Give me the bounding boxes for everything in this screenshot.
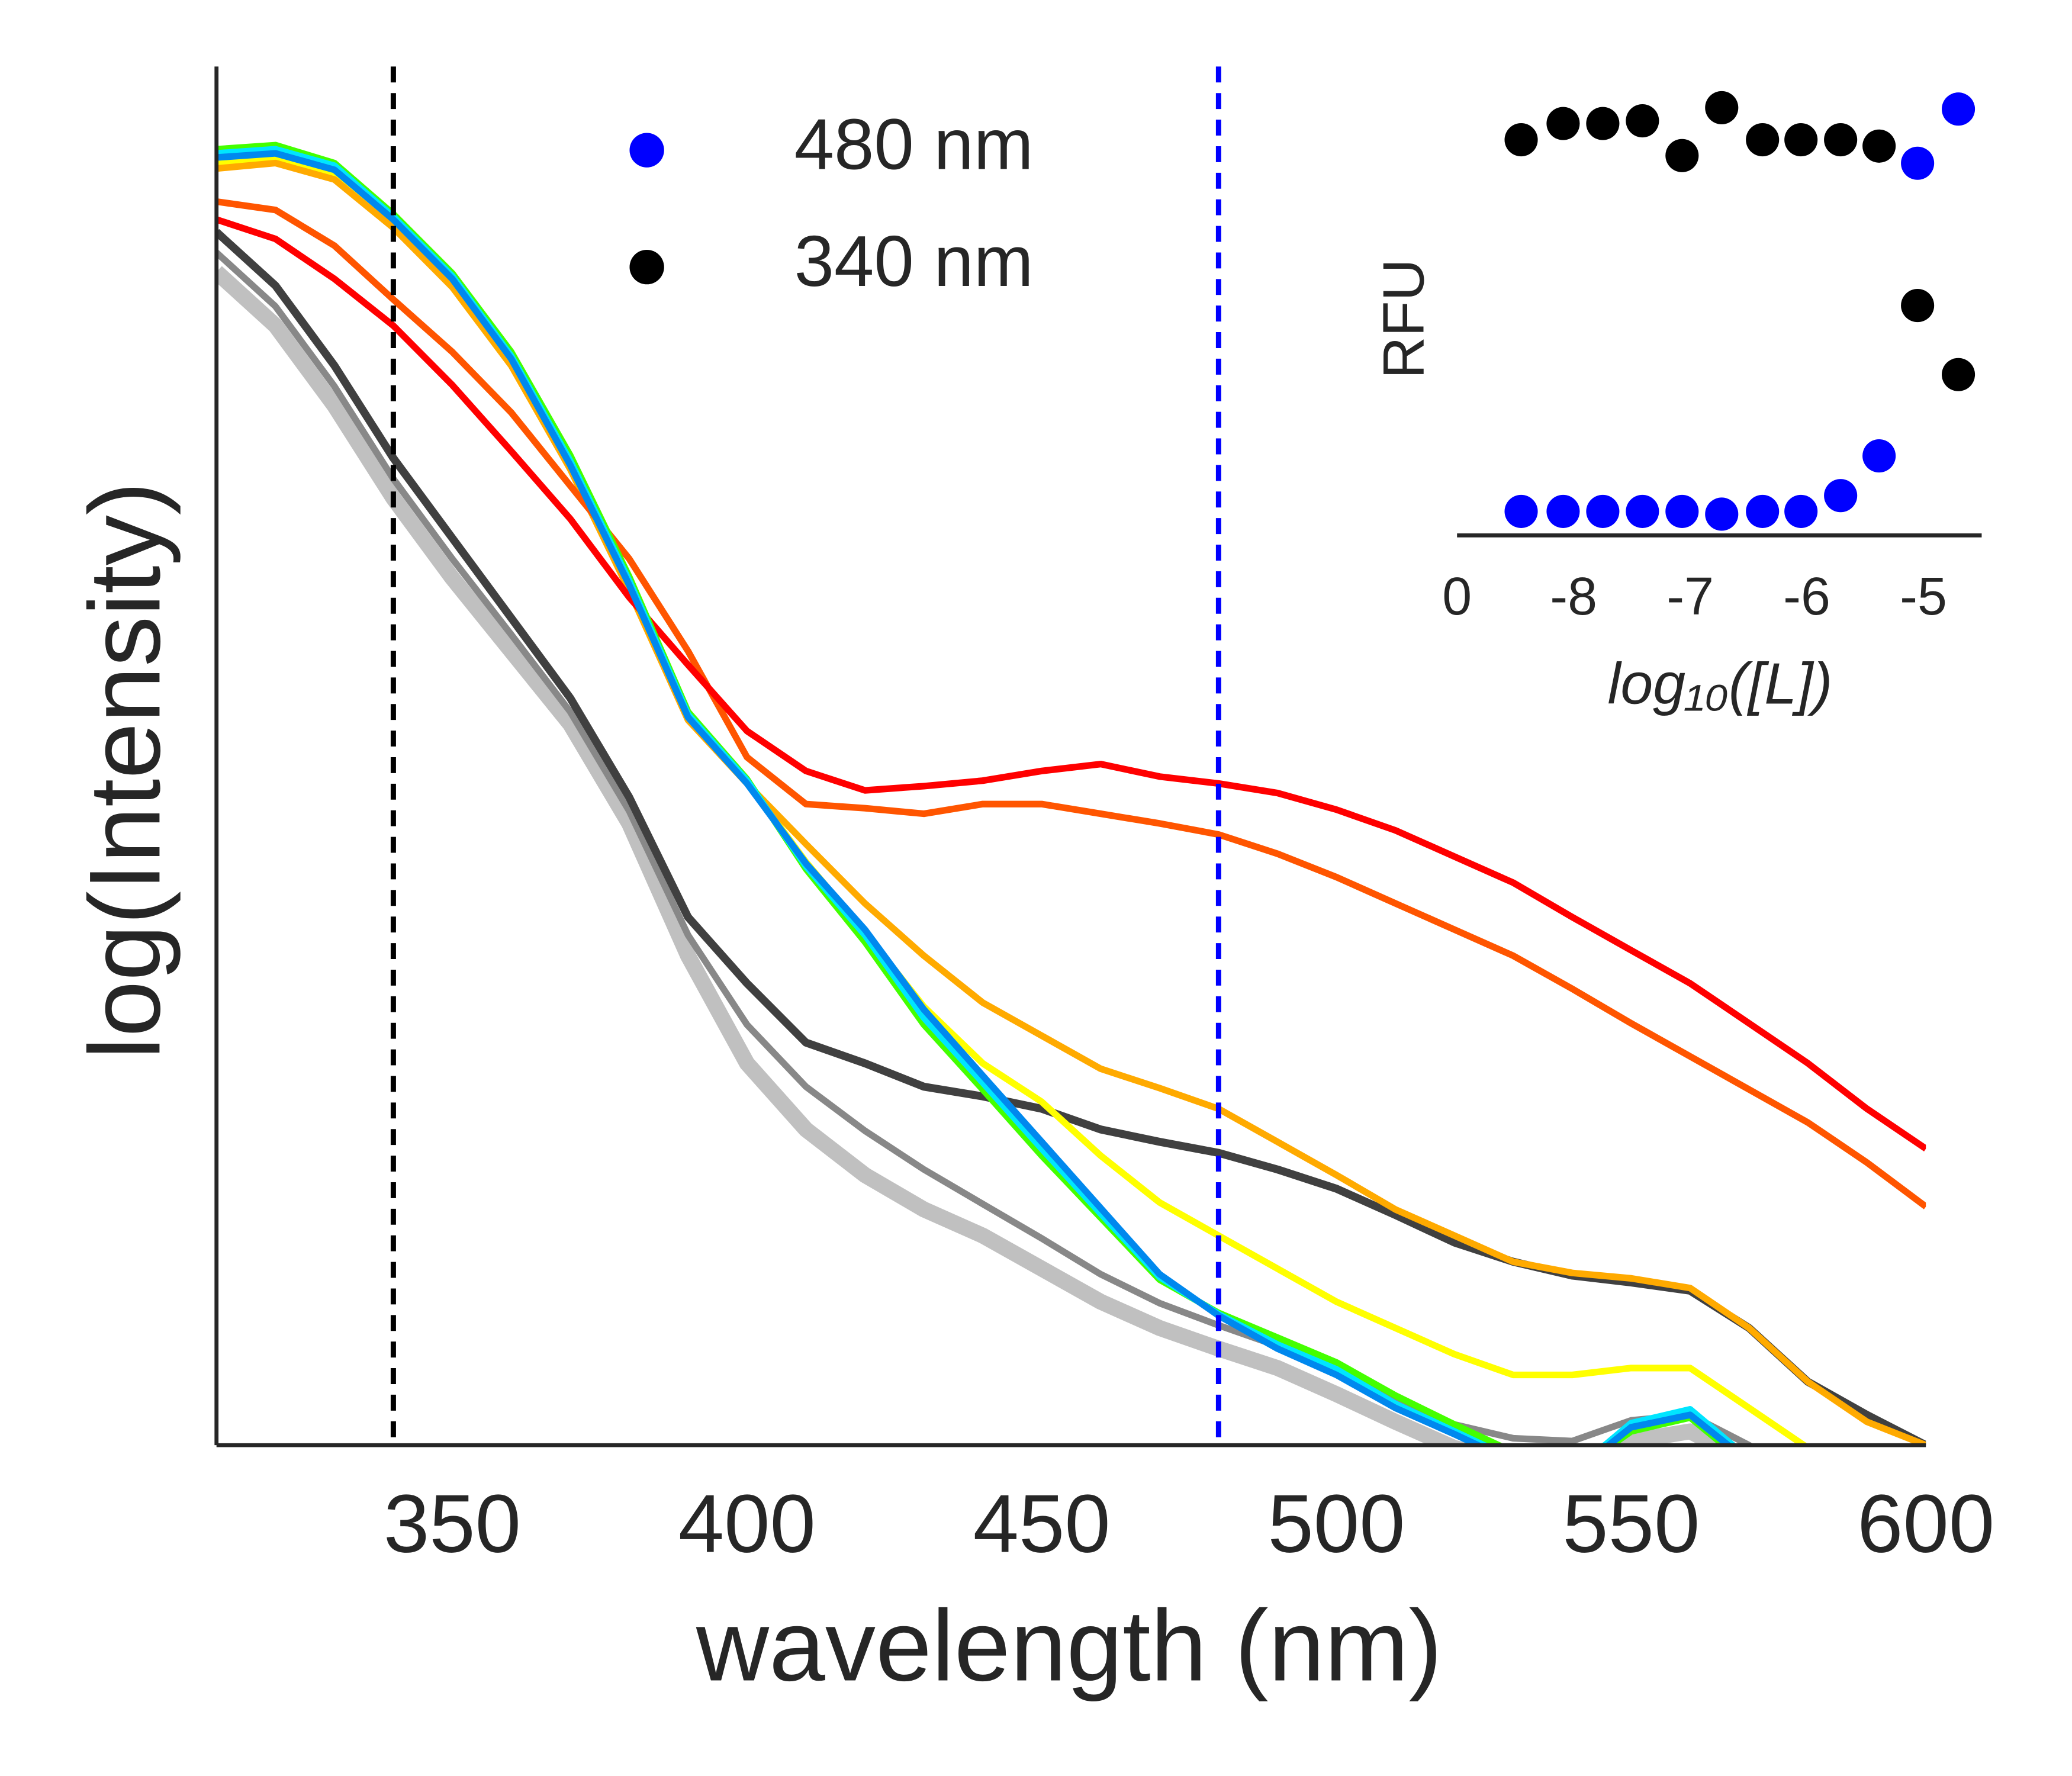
data-point [1546, 107, 1580, 140]
inset-x-tick-label: -8 [1550, 567, 1597, 626]
inset-x-tick-label: -5 [1900, 567, 1947, 626]
data-point [1824, 479, 1858, 513]
inset-y-label: RFU [1370, 259, 1436, 379]
spectrum-line [216, 198, 1926, 1209]
spectrum-line [216, 266, 1735, 1446]
inset-x-tick-label: -7 [1666, 567, 1714, 626]
data-point [1901, 146, 1935, 180]
data-point [1504, 494, 1538, 528]
legend-label: 340 nm [794, 221, 1034, 301]
data-point [1586, 494, 1620, 528]
data-point [1665, 139, 1699, 172]
data-point [1504, 123, 1538, 157]
data-point [1626, 104, 1659, 138]
spectrum-line [216, 216, 1926, 1152]
data-point [1862, 129, 1896, 163]
data-point [1942, 92, 1976, 126]
x-axis-label: wavelength (nm) [696, 1590, 1442, 1702]
data-point [1784, 123, 1818, 157]
x-tick-label: 500 [1267, 1478, 1405, 1570]
spectrum-line [216, 229, 1926, 1446]
inset-x-tick-label: -6 [1783, 567, 1830, 626]
inset-x-tick-label: 0 [1442, 567, 1472, 626]
x-tick-label: 600 [1857, 1478, 1994, 1570]
y-axis-label: log(Intensity) [69, 481, 181, 1059]
x-tick-label: 550 [1562, 1478, 1700, 1570]
data-point [1746, 123, 1780, 157]
data-point [1824, 123, 1858, 157]
plot-area [216, 141, 1926, 1446]
data-point [1626, 494, 1659, 528]
x-tick-label: 350 [384, 1478, 521, 1570]
x-tick-label: 450 [973, 1478, 1111, 1570]
spectrum-line [216, 150, 1734, 1446]
legend-marker [629, 249, 664, 285]
inset-x-label: log₁₀([L]) [1607, 651, 1832, 716]
data-point [1665, 494, 1699, 528]
data-point [1746, 494, 1780, 528]
data-point [1784, 494, 1818, 528]
data-point [1942, 358, 1976, 391]
data-point [1862, 439, 1896, 473]
legend-marker [629, 133, 664, 168]
data-point [1705, 91, 1739, 124]
spectrum-line [216, 159, 1926, 1446]
x-tick-label: 400 [678, 1478, 816, 1570]
legend-label: 480 nm [794, 104, 1034, 185]
data-point [1705, 497, 1739, 531]
data-point [1546, 494, 1580, 528]
data-point [1901, 289, 1935, 323]
data-point [1586, 107, 1620, 140]
